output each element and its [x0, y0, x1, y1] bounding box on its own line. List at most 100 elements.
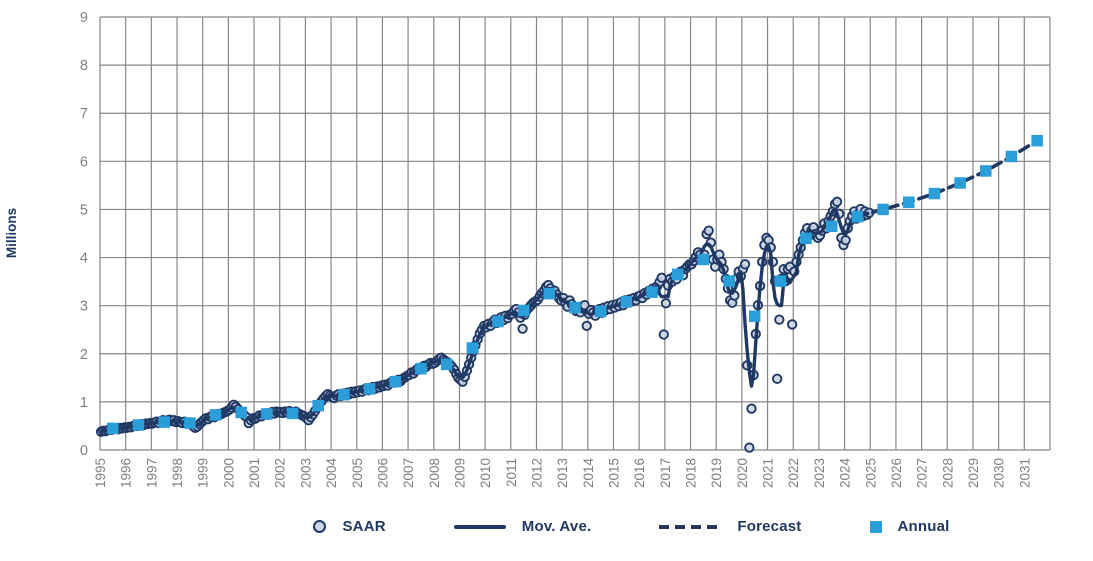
saar-data-point	[774, 314, 785, 325]
x-tick-label: 2017	[658, 458, 673, 488]
annual-data-point	[517, 304, 530, 317]
annual-data-point	[774, 275, 787, 287]
annual-data-point	[697, 253, 710, 266]
y-tick-label: 3	[80, 299, 88, 315]
forecast-dashed-line-icon	[659, 524, 722, 529]
y-tick-label: 1	[80, 395, 88, 411]
saar-data-point	[739, 259, 751, 270]
mov-ave-line-icon	[453, 524, 506, 529]
legend-item-forecast: Forecast	[659, 518, 801, 535]
y-axis-title: Millions	[4, 208, 19, 258]
x-tick-label: 2031	[1017, 458, 1032, 488]
annual-square-marker-icon	[869, 520, 882, 533]
x-tick-label: 2009	[452, 458, 467, 488]
saar-data-point	[831, 196, 843, 207]
saar-data-point	[772, 373, 783, 384]
x-tick-label: 2007	[401, 458, 416, 488]
saar-data-point	[658, 329, 669, 340]
y-tick-label: 8	[80, 58, 88, 74]
annual-data-point	[646, 286, 658, 298]
legend-label-forecast: Forecast	[737, 518, 802, 535]
annual-data-point	[723, 275, 735, 287]
saar-data-point	[660, 298, 672, 309]
x-tick-label: 2030	[992, 458, 1007, 488]
x-tick-label: 1997	[144, 458, 159, 488]
annual-data-point	[877, 203, 889, 216]
annual-data-point	[620, 296, 633, 308]
y-tick-label: 7	[80, 106, 88, 122]
annual-data-point	[1031, 134, 1043, 147]
annual-data-point	[800, 232, 812, 245]
annual-data-point	[825, 220, 838, 233]
x-tick-label: 1996	[119, 458, 134, 488]
saar-data-point	[581, 320, 592, 332]
x-tick-label: 2003	[298, 458, 313, 488]
x-tick-label: 2024	[838, 458, 853, 489]
annual-data-point	[954, 177, 966, 189]
moving-average-line	[100, 207, 870, 433]
legend-label-mov-ave: Mov. Ave.	[521, 518, 592, 535]
annual-data-point	[235, 406, 247, 419]
legend-item-annual: Annual	[869, 518, 950, 535]
x-tick-label: 2013	[555, 458, 570, 488]
saar-data-point	[840, 235, 851, 246]
x-tick-label: 2010	[478, 458, 493, 488]
x-tick-label: 2020	[735, 458, 750, 488]
x-tick-label: 2005	[350, 458, 365, 488]
x-tick-label: 2022	[786, 458, 801, 488]
annual-data-point	[928, 187, 941, 200]
annual-data-point	[569, 301, 581, 314]
annual-data-point	[851, 210, 864, 223]
x-tick-label: 2018	[684, 458, 699, 488]
saar-data-point	[517, 323, 528, 334]
saar-data-point	[744, 442, 755, 453]
annual-data-point	[440, 358, 453, 371]
annual-data-point	[492, 315, 504, 328]
x-tick-label: 2019	[709, 458, 724, 488]
annual-data-point	[107, 422, 119, 435]
annual-data-point	[158, 416, 170, 428]
x-tick-label: 2023	[812, 458, 827, 488]
x-tick-label: 2001	[247, 458, 262, 488]
x-tick-label: 2028	[940, 458, 955, 488]
saar-data-point	[746, 403, 757, 414]
x-tick-label: 2027	[915, 458, 930, 488]
annual-data-point	[184, 417, 196, 429]
legend-label-saar: SAAR	[342, 518, 386, 535]
saar-data-point	[656, 272, 667, 283]
annual-data-point	[389, 375, 402, 388]
x-tick-label: 2006	[375, 458, 390, 488]
x-tick-label: 2021	[761, 458, 776, 488]
x-tick-label: 2012	[529, 458, 544, 488]
annual-data-point	[980, 165, 992, 177]
annual-data-point	[594, 305, 607, 318]
x-tick-label: 2008	[427, 458, 442, 488]
y-tick-label: 5	[80, 202, 88, 218]
y-tick-label: 9	[80, 10, 88, 26]
saar-data-point	[703, 225, 714, 236]
x-tick-label: 2014	[581, 458, 596, 489]
annual-data-point	[363, 383, 376, 395]
x-tick-label: 2016	[632, 458, 647, 488]
legend-item-saar: SAAR	[313, 518, 386, 535]
annual-data-point	[543, 287, 556, 300]
annual-data-point	[286, 407, 299, 420]
plot-area: 0 1 2 3 4 5 6 7 8 9 1995 1996 1997 1998 1999 2000 2001 20…	[4, 10, 1051, 489]
x-tick-label: 2029	[966, 458, 981, 488]
annual-data-point	[261, 408, 273, 420]
x-tick-label: 2004	[324, 458, 339, 489]
x-tick-label: 1995	[93, 458, 108, 488]
annual-data-point	[132, 419, 145, 431]
x-tick-label: 2015	[607, 458, 622, 488]
annual-data-point	[466, 342, 479, 354]
x-tick-label: 2026	[889, 458, 904, 488]
x-tick-label: 1999	[196, 458, 211, 488]
saar-data-point	[787, 319, 798, 330]
y-tick-label: 6	[80, 154, 88, 170]
annual-data-point	[415, 362, 427, 375]
y-tick-label: 0	[80, 443, 88, 459]
y-tick-label: 4	[80, 251, 88, 267]
x-tick-label: 1998	[170, 458, 185, 488]
legend-item-mov-ave: Mov. Ave.	[453, 518, 592, 535]
